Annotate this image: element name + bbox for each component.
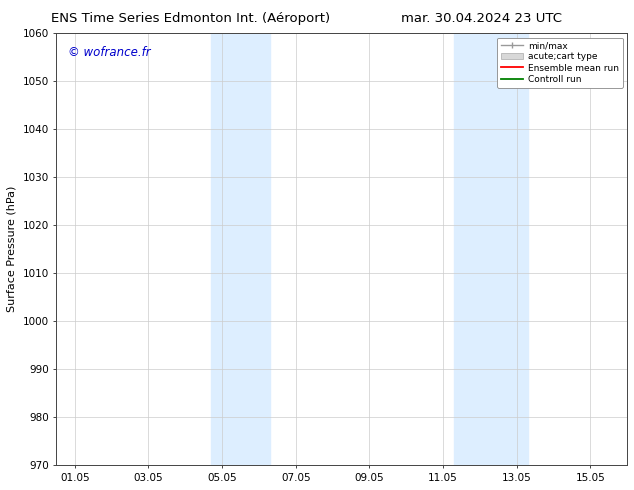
Bar xyxy=(211,33,270,466)
Text: © wofrance.fr: © wofrance.fr xyxy=(68,46,150,59)
Y-axis label: Surface Pressure (hPa): Surface Pressure (hPa) xyxy=(7,186,17,313)
Text: ENS Time Series Edmonton Int. (Aéroport): ENS Time Series Edmonton Int. (Aéroport) xyxy=(51,12,330,25)
Bar xyxy=(454,33,527,466)
Legend: min/max, acute;cart type, Ensemble mean run, Controll run: min/max, acute;cart type, Ensemble mean … xyxy=(497,38,623,88)
Text: mar. 30.04.2024 23 UTC: mar. 30.04.2024 23 UTC xyxy=(401,12,562,25)
